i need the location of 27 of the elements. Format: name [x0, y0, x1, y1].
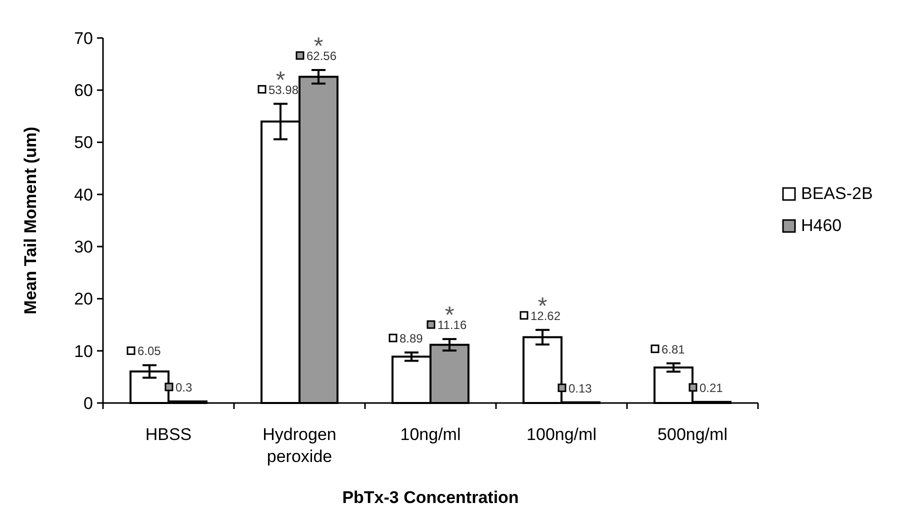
y-axis-title: Mean Tail Moment (um) — [21, 126, 40, 314]
x-tick-label: 10ng/ml — [400, 425, 461, 444]
y-tick-label: 30 — [74, 238, 93, 257]
y-tick-label: 10 — [74, 342, 93, 361]
data-label: 6.05 — [138, 344, 162, 358]
x-tick-label: Hydrogen peroxide — [262, 425, 336, 466]
data-label: 0.21 — [699, 380, 724, 395]
data-label: 12.62 — [530, 308, 561, 323]
data-label: 11.16 — [437, 318, 467, 332]
data-label: 53.98 — [268, 82, 299, 97]
y-tick-label: 0 — [84, 394, 93, 413]
data-label: 8.89 — [400, 331, 424, 346]
y-tick-label: 60 — [74, 81, 93, 100]
data-label: 0.3 — [175, 380, 193, 394]
legend-label: H460 — [801, 216, 842, 235]
x-tick-label: 500ng/ml — [658, 425, 728, 444]
data-label: 6.81 — [662, 342, 686, 356]
y-tick-label: 40 — [74, 185, 93, 204]
x-tick-label: HBSS — [145, 425, 192, 444]
y-tick-label: 50 — [74, 133, 93, 152]
x-axis-title: PbTx-3 Concentration — [342, 488, 519, 507]
data-label: 0.13 — [568, 381, 592, 396]
y-tick-label: 20 — [74, 290, 93, 309]
legend-label: BEAS-2B — [801, 184, 873, 203]
data-label: 62.56 — [306, 49, 337, 64]
x-tick-label: 100ng/ml — [526, 425, 596, 444]
y-tick-label: 70 — [74, 28, 93, 48]
